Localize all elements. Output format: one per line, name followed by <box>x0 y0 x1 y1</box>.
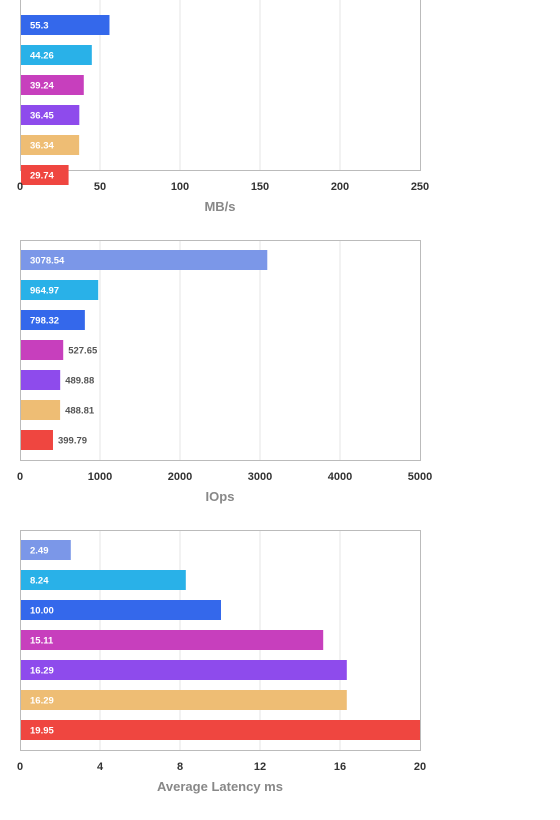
bar <box>21 600 221 620</box>
x-tick-label: 5000 <box>408 471 432 483</box>
bar-value-label: 527.65 <box>68 346 98 357</box>
bar-value-label: 399.79 <box>58 436 87 447</box>
bar-value-label: 55.3 <box>30 21 49 32</box>
bar <box>21 250 268 270</box>
bar-value-label: 36.34 <box>30 141 54 152</box>
plot-frame <box>20 0 421 171</box>
bar-value-label: 798.32 <box>30 316 59 327</box>
x-tick-label: 12 <box>254 761 266 773</box>
chart-iops: 3078.54 964.97 798.32 527.65 489.88 488.81 399… <box>17 240 432 504</box>
x-tick-label: 3000 <box>248 471 272 483</box>
plot-frame <box>20 240 421 461</box>
bar <box>21 400 61 420</box>
x-tick-label: 2000 <box>168 471 192 483</box>
bar-value-label: 10.00 <box>30 606 54 617</box>
chart-mbs: 55.3 44.26 39.24 36.45 36.34 29.74 0 50 100 150 20… <box>17 0 429 214</box>
x-axis-title: MB/s <box>204 199 235 214</box>
bar <box>21 135 80 155</box>
x-axis-title: Average Latency ms <box>157 779 283 794</box>
plot-frame <box>20 530 421 751</box>
x-tick-label: 100 <box>171 181 189 193</box>
x-tick-label: 4000 <box>328 471 352 483</box>
x-tick-label: 250 <box>411 181 429 193</box>
bar-value-label: 16.29 <box>30 666 54 677</box>
bar <box>21 310 85 330</box>
bar <box>21 540 71 560</box>
x-tick-label: 4 <box>97 761 104 773</box>
bar-value-label: 44.26 <box>30 51 54 62</box>
x-tick-label: 8 <box>177 761 183 773</box>
bar-value-label: 16.29 <box>30 696 54 707</box>
bar-value-label: 39.24 <box>30 81 54 92</box>
bar-value-label: 2.49 <box>30 546 49 557</box>
x-tick-label: 200 <box>331 181 349 193</box>
bar-value-label: 964.97 <box>30 286 59 297</box>
bar <box>21 660 347 680</box>
bar <box>21 105 80 125</box>
bar-value-label: 8.24 <box>30 576 49 587</box>
x-tick-label: 150 <box>251 181 269 193</box>
bar <box>21 430 53 450</box>
x-tick-label: 0 <box>17 471 23 483</box>
bar-value-label: 489.88 <box>65 376 94 387</box>
bar <box>21 370 61 390</box>
bar <box>21 690 347 710</box>
bar <box>21 570 186 590</box>
bar <box>21 720 420 740</box>
bar <box>21 75 84 95</box>
x-tick-label: 0 <box>17 761 23 773</box>
x-tick-label: 16 <box>334 761 346 773</box>
x-tick-label: 50 <box>94 181 106 193</box>
bar <box>21 630 324 650</box>
x-tick-label: 1000 <box>88 471 112 483</box>
bar-value-label: 29.74 <box>30 171 54 182</box>
benchmark-charts: 55.3 44.26 39.24 36.45 36.34 29.74 0 50 100 150 20… <box>17 0 432 794</box>
chart-latency: 2.49 8.24 10.00 15.11 16.29 16.29 19.95 0 4 8 12 16… <box>17 530 426 794</box>
bar <box>21 340 64 360</box>
bar-value-label: 36.45 <box>30 111 54 122</box>
bar-value-label: 15.11 <box>30 636 54 647</box>
x-axis-title: IOps <box>206 489 235 504</box>
bar-value-label: 3078.54 <box>30 256 65 267</box>
bar <box>21 45 92 65</box>
x-tick-label: 0 <box>17 181 23 193</box>
bar-value-label: 19.95 <box>30 726 54 737</box>
bar <box>21 280 99 300</box>
bar <box>21 165 69 185</box>
bar-value-label: 488.81 <box>65 406 95 417</box>
x-tick-label: 20 <box>414 761 426 773</box>
bar <box>21 15 110 35</box>
